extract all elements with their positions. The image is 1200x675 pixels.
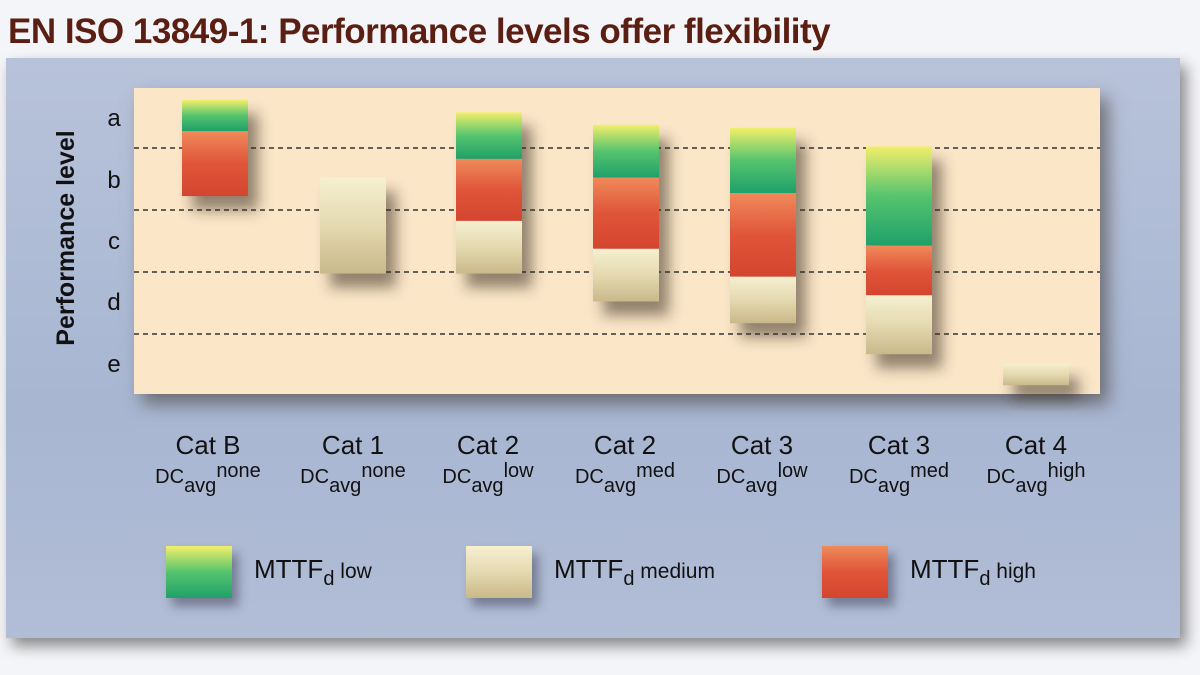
category-label: Cat 2 DCavglow (413, 430, 563, 498)
category-label: Cat 2 DCavgmed (550, 430, 700, 498)
legend-label-main: MTTF (254, 553, 324, 584)
y-tick-label: c (108, 228, 120, 255)
dc-prefix: DC (986, 466, 1016, 488)
dc-prefix: DC (300, 466, 330, 488)
legend-item-medium: MTTFd medium (466, 546, 715, 598)
dc-prefix: DC (848, 466, 878, 488)
dc-avg-label: DCavgmed (550, 460, 700, 498)
category-label: Cat 1 DCavgnone (278, 430, 428, 498)
dc-avg-label: DCavglow (413, 460, 563, 498)
bar-segment-medium (593, 248, 659, 302)
bar-segment-low (593, 124, 659, 178)
dc-level: none (216, 460, 261, 482)
legend-label: MTTFd medium (554, 554, 715, 591)
dc-subscript: avg (329, 475, 362, 497)
dc-avg-label: DCavghigh (961, 460, 1111, 498)
dc-avg-label: DCavgmed (824, 460, 974, 498)
dc-level: med (910, 460, 950, 482)
y-ticks: a b c d e (107, 105, 121, 378)
y-tick-label: b (107, 167, 120, 194)
y-tick-label: a (107, 105, 121, 132)
dc-avg-label: DCavgnone (133, 460, 283, 498)
category-name: Cat B (175, 430, 241, 460)
bar-segment-low (456, 112, 522, 159)
dc-subscript: avg (471, 475, 504, 497)
dc-level: none (361, 460, 406, 482)
bar-segment-low (730, 127, 796, 193)
dc-subscript: avg (877, 475, 911, 497)
bar-segment-medium (866, 295, 932, 355)
category-name: Cat 3 (867, 430, 931, 460)
legend-label: MTTFd low (254, 554, 372, 591)
bar-segment-high (866, 245, 932, 296)
category-label: Cat 3 DCavgmed (824, 430, 974, 498)
legend-item-high: MTTFd high (822, 546, 1036, 598)
legend-label-sub: d (979, 567, 991, 590)
dc-level: high (1047, 460, 1086, 482)
dc-prefix: DC (155, 466, 185, 488)
dc-subscript: avg (603, 475, 637, 497)
legend-label-qual: medium (634, 559, 715, 583)
bar-segment-low (866, 146, 932, 246)
legend-item-low: MTTFd low (166, 546, 372, 598)
bar-segment-low (182, 100, 248, 131)
legend-label-main: MTTF (910, 553, 980, 584)
dc-level: low (503, 460, 534, 482)
legend-swatch (466, 546, 532, 598)
legend-swatch (822, 546, 888, 598)
dc-prefix: DC (574, 466, 604, 488)
dc-prefix: DC (442, 466, 472, 488)
dc-subscript: avg (1015, 475, 1048, 497)
category-name: Cat 1 (321, 430, 385, 460)
bars (182, 100, 1069, 386)
bar-segment-medium (320, 177, 386, 274)
dc-subscript: avg (184, 475, 217, 497)
bar-segment-high (593, 177, 659, 249)
legend-label-sub: d (623, 567, 635, 590)
legend-label-sub: d (323, 567, 335, 590)
dc-level: low (777, 460, 808, 482)
dc-avg-label: DCavgnone (278, 460, 428, 498)
bar-segment-high (730, 193, 796, 277)
dc-prefix: DC (716, 466, 746, 488)
dc-avg-label: DCavglow (687, 460, 837, 498)
bar-segment-medium (456, 220, 522, 274)
y-tick-label: e (107, 351, 120, 378)
category-label: Cat 3 DCavglow (687, 430, 837, 498)
legend-label-main: MTTF (554, 553, 624, 584)
bar-segment-high (456, 158, 522, 221)
dc-level: med (636, 460, 676, 482)
chart-title: EN ISO 13849-1: Performance levels offer… (8, 12, 831, 51)
category-label: Cat B DCavgnone (133, 430, 283, 498)
category-name: Cat 3 (730, 430, 794, 460)
y-axis-label: Performance level (52, 130, 80, 345)
y-tick-label: d (107, 289, 120, 316)
category-name: Cat 4 (1004, 430, 1068, 460)
category-label: Cat 4 DCavghigh (961, 430, 1111, 498)
dc-subscript: avg (745, 475, 778, 497)
legend-label-qual: high (990, 559, 1036, 583)
bar-segment-medium (1003, 363, 1069, 386)
legend-label-qual: low (334, 559, 372, 583)
category-name: Cat 2 (593, 430, 657, 460)
bar-segment-medium (730, 276, 796, 324)
legend-label: MTTFd high (910, 554, 1036, 591)
bar-segment-high (182, 131, 248, 197)
legend-swatch (166, 546, 232, 598)
category-name: Cat 2 (456, 430, 520, 460)
